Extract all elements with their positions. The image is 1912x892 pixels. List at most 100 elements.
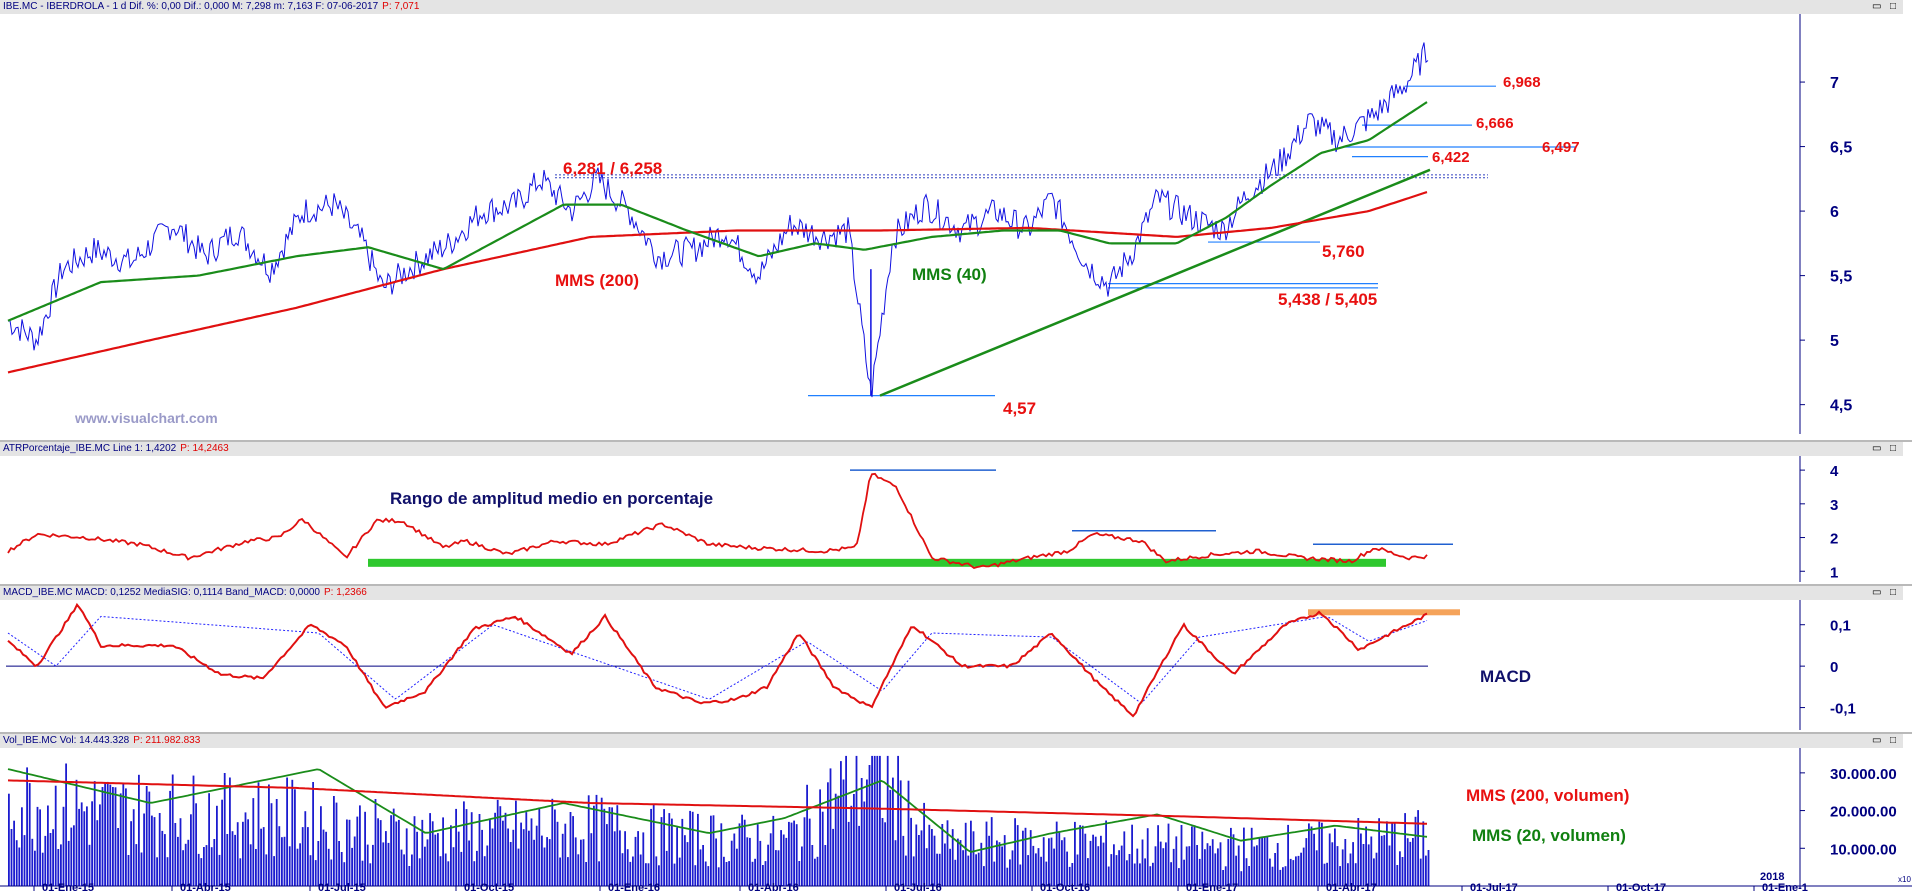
volume-bar — [855, 755, 858, 886]
volume-bar — [325, 831, 327, 886]
pivot-label: 5,760 — [1322, 242, 1365, 261]
volume-bar — [769, 833, 772, 886]
volume-bar — [1227, 839, 1230, 886]
volume-bar — [83, 811, 86, 886]
volume-bar — [23, 835, 26, 886]
level-label-6422: 6,422 — [1432, 149, 1470, 166]
volume-bar — [281, 837, 283, 886]
volume-bar — [304, 811, 307, 886]
volume-bar — [569, 812, 572, 886]
volume-bar — [255, 849, 257, 886]
volume-bar — [429, 813, 431, 886]
volume-bar — [361, 860, 364, 886]
mms200-line — [7, 191, 1428, 374]
volume-bar — [426, 839, 429, 886]
volume-bar — [850, 805, 853, 886]
y-tick-label: 3 — [1830, 497, 1838, 514]
panel-divider[interactable] — [0, 732, 1912, 734]
volume-bar — [764, 861, 767, 886]
volume-bar — [962, 850, 964, 886]
volume-bar — [912, 856, 915, 886]
volume-bar — [899, 780, 902, 886]
volume-bar — [343, 862, 346, 886]
volume-bar — [684, 835, 686, 886]
volume-bar — [1139, 863, 1141, 886]
maximize-button[interactable]: □ — [1890, 443, 1897, 454]
minimize-button[interactable]: ▭ — [1872, 587, 1882, 598]
volume-bar — [348, 819, 351, 886]
volume-bar — [31, 838, 34, 886]
volume-bar — [821, 811, 824, 886]
minimize-button[interactable]: ▭ — [1872, 443, 1882, 454]
volume-bar — [119, 793, 122, 886]
volume-bar — [463, 801, 465, 886]
volume-bar — [1094, 836, 1097, 886]
y-tick-label: 4,5 — [1830, 398, 1852, 415]
volume-bar — [858, 825, 860, 886]
volume-bar — [1071, 863, 1074, 886]
volume-bar — [988, 835, 990, 886]
volume-bar — [1081, 825, 1084, 886]
volume-bar — [54, 785, 57, 886]
level-label-6968: 6,968 — [1503, 74, 1541, 91]
volume-bar — [782, 834, 785, 886]
y-tick-label: 20.000.00 — [1830, 804, 1897, 821]
volume-bar — [1032, 845, 1035, 886]
volume-bar — [756, 824, 759, 886]
volume-header-name: Vol_IBE.MC Vol: 14.443.328 — [3, 735, 130, 746]
volume-bar — [663, 809, 665, 886]
volume-bar — [598, 861, 600, 886]
volume-bar — [577, 854, 580, 886]
volume-bar — [665, 850, 668, 886]
volume-bar — [845, 755, 847, 886]
macd-chart: 0,1 0 -0,1 MACD — [6, 600, 1856, 730]
volume-bar — [335, 802, 338, 886]
panel-divider[interactable] — [0, 584, 1912, 586]
volume-bar — [372, 844, 374, 886]
volume-bar — [1326, 862, 1328, 886]
volume-bar — [327, 848, 330, 886]
minimize-button[interactable]: ▭ — [1872, 1, 1882, 12]
macd-signal-line — [7, 615, 1428, 704]
volume-bar — [1149, 866, 1152, 886]
volume-bar — [1159, 841, 1162, 886]
minimize-button[interactable]: ▭ — [1872, 735, 1882, 746]
maximize-button[interactable]: □ — [1890, 587, 1897, 598]
volume-bar — [738, 823, 741, 886]
volume-bar — [1058, 832, 1061, 886]
maximize-button[interactable]: □ — [1890, 735, 1897, 746]
volume-bar — [694, 865, 697, 886]
atr-series — [7, 472, 1428, 569]
y-tick-label: 0 — [1830, 659, 1838, 676]
volume-bar — [1144, 858, 1146, 886]
x-tick-label: 01-Oct-15 — [464, 882, 514, 892]
volume-bar — [340, 852, 343, 886]
volume-bar — [1011, 850, 1014, 886]
volume-bar — [377, 818, 379, 886]
volume-bar — [75, 779, 78, 886]
volume-bar — [216, 805, 218, 886]
maximize-button[interactable]: □ — [1890, 1, 1897, 12]
volume-bar — [203, 847, 205, 886]
volume-bar — [73, 825, 75, 886]
volume-bar — [101, 787, 104, 886]
volume-bar — [1292, 860, 1295, 886]
volume-bar — [1383, 835, 1386, 886]
volume-bar — [1131, 824, 1133, 886]
volume-bar — [1388, 845, 1391, 886]
volume-bar — [595, 794, 598, 886]
atr-header-name: ATRPorcentaje_IBE.MC Line 1: 1,4202 — [3, 443, 177, 454]
volume-bar — [1102, 842, 1105, 886]
volume-bar — [902, 835, 905, 886]
volume-bar — [1224, 866, 1227, 886]
panel-divider[interactable] — [0, 440, 1912, 442]
volume-bar — [1107, 866, 1110, 886]
volume-bar — [457, 831, 460, 886]
volume-bar — [1232, 834, 1235, 886]
volume-bar — [1055, 821, 1058, 886]
volume-bar — [1391, 823, 1393, 886]
volume-bar — [621, 853, 624, 886]
volume-bar — [78, 808, 80, 886]
volume-bar — [405, 828, 408, 886]
volume-bar — [548, 839, 551, 886]
